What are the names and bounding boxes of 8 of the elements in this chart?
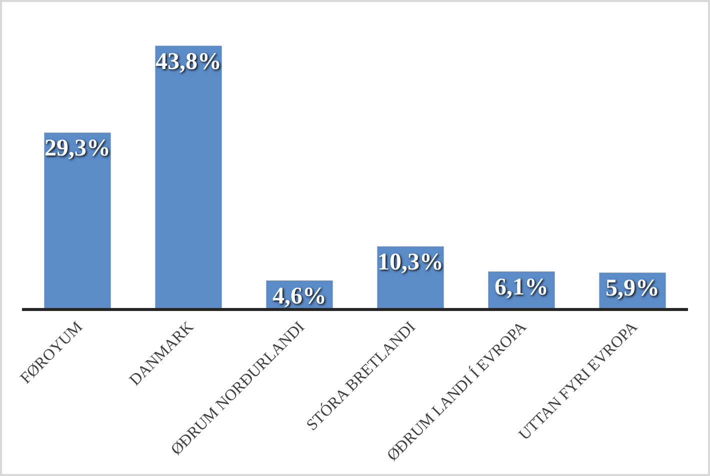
data-label: 5,9% bbox=[606, 276, 660, 302]
bar bbox=[155, 46, 222, 308]
bar bbox=[44, 132, 111, 308]
data-label: 43,8% bbox=[156, 48, 222, 75]
data-label: 4,6% bbox=[272, 283, 326, 310]
data-label: 29,3% bbox=[44, 136, 110, 162]
data-label: 10,3% bbox=[378, 249, 444, 276]
data-label: 6,1% bbox=[494, 274, 548, 300]
